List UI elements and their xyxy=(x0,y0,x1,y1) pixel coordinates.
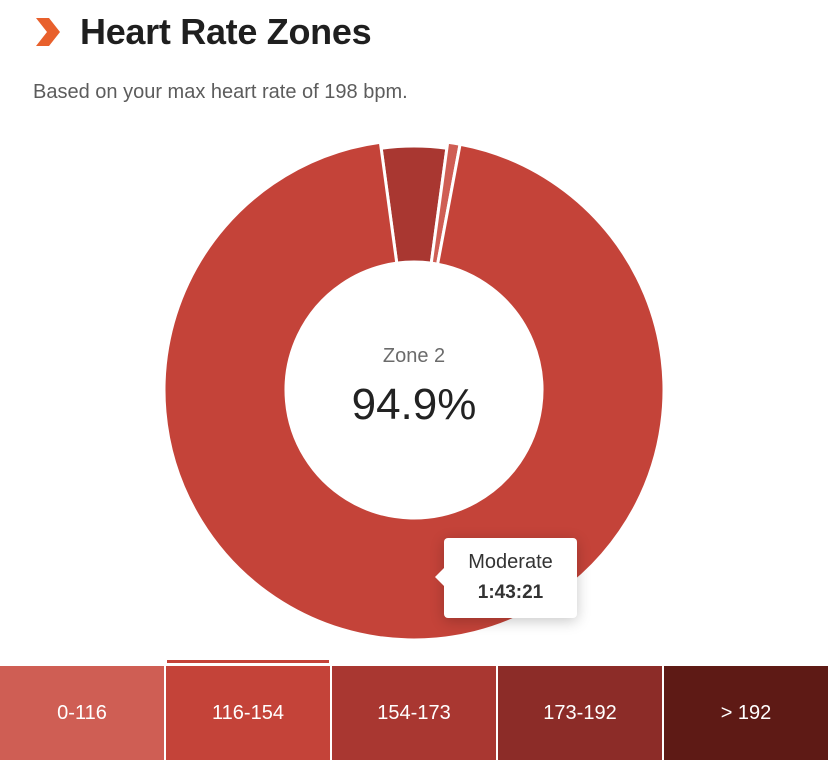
tooltip-value: 1:43:21 xyxy=(477,582,544,603)
zone-label: > 192 xyxy=(720,701,772,724)
zone-label: 116-154 xyxy=(212,701,284,724)
donut-chart[interactable] xyxy=(0,120,828,660)
donut-slice[interactable] xyxy=(162,140,666,642)
zone-tab-4[interactable]: 173-192 xyxy=(498,666,664,760)
zone-tab-1[interactable]: 0-116 xyxy=(0,666,166,760)
page-title: Heart Rate Zones xyxy=(80,11,372,52)
tooltip-label: Moderate xyxy=(468,551,553,573)
subtitle: Based on your max heart rate of 198 bpm. xyxy=(33,81,408,103)
center-percent-label: 94.9% xyxy=(351,380,477,429)
header: Heart Rate Zones xyxy=(34,10,372,54)
zone-tab-2[interactable]: 116-154 xyxy=(166,660,332,760)
zone-tab-5[interactable]: > 192 xyxy=(664,666,828,760)
zone-tab-3[interactable]: 154-173 xyxy=(332,666,498,760)
zone-label: 154-173 xyxy=(377,701,451,724)
tooltip: Moderate 1:43:21 xyxy=(435,538,577,618)
chevron-right-icon xyxy=(36,18,60,46)
zone-legend: 0-116 116-154 154-173 173-192 > 192 xyxy=(0,660,828,760)
zone-label: 0-116 xyxy=(57,701,107,724)
center-zone-label: Zone 2 xyxy=(382,345,446,367)
zone-label: 173-192 xyxy=(543,701,617,724)
